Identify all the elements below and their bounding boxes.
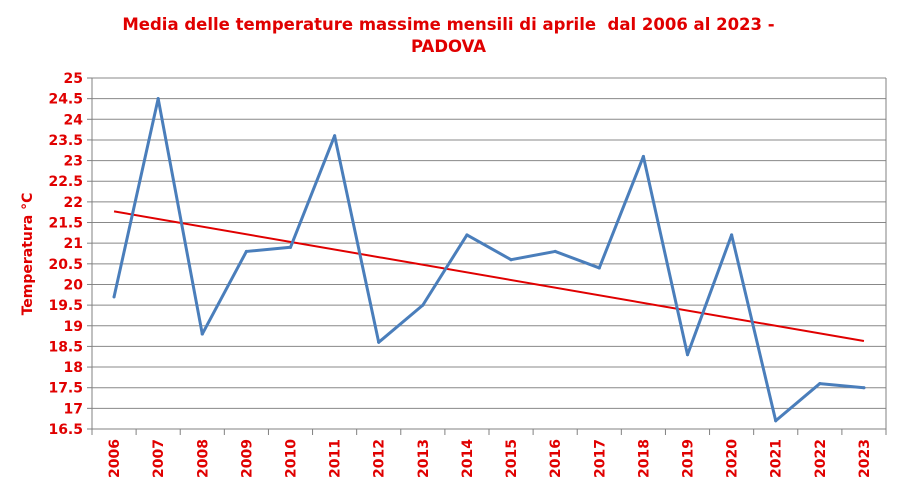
x-tick-label-2012: 2012 (372, 439, 388, 477)
x-tick-label-2011: 2011 (328, 439, 344, 477)
chart-title-line-1: Media delle temperature massime mensili … (122, 15, 775, 34)
y-tick-label-17: 17 (64, 401, 83, 417)
x-tick-label-2006: 2006 (107, 439, 123, 477)
y-tick-label-22.5: 22.5 (48, 174, 83, 190)
x-tick-label-2023: 2023 (857, 439, 873, 477)
data-point-2022 (818, 382, 822, 386)
y-axis-ticks: 16.5 17 17.5 18 18.5 19 19.5 20 20.5 21 21.5 22 22.5… (48, 71, 83, 438)
data-point-2021 (774, 419, 778, 423)
y-tick-label-23.5: 23.5 (48, 133, 83, 149)
x-tick-label-2019: 2019 (681, 439, 697, 477)
data-point-2023 (862, 386, 866, 390)
y-tick-label-24: 24 (64, 112, 84, 128)
data-point-2020 (730, 233, 734, 237)
x-tick-label-2016: 2016 (548, 439, 564, 477)
y-tick-label-20.5: 20.5 (48, 257, 83, 273)
y-tick-label-18: 18 (64, 360, 83, 376)
gridlines (92, 77, 886, 430)
series-segment-2014-2015 (465, 233, 513, 262)
data-point-2016 (553, 249, 557, 253)
series-segment-2011-2012 (333, 134, 381, 344)
series-segment-2021-2022 (774, 382, 822, 423)
y-tick-label-21: 21 (64, 236, 83, 252)
series-segment-2019-2020 (686, 233, 734, 357)
series-segment-2020-2021 (730, 233, 778, 423)
x-tick-label-2021: 2021 (769, 439, 785, 477)
y-tick-label-19.5: 19.5 (48, 298, 83, 314)
x-tick-label-2022: 2022 (813, 439, 829, 477)
series-group (112, 97, 866, 423)
x-tick-label-2020: 2020 (725, 439, 741, 477)
series-segment-2022-2023 (818, 382, 866, 390)
x-tick-label-2010: 2010 (284, 439, 300, 477)
y-tick-label-23: 23 (64, 154, 83, 170)
data-point-2014 (465, 233, 469, 237)
series-segment-2015-2016 (509, 249, 557, 262)
x-tick-label-2008: 2008 (195, 439, 211, 477)
data-point-2008 (200, 332, 204, 336)
y-tick-label-17.5: 17.5 (48, 381, 83, 397)
series-segment-2007-2008 (156, 97, 204, 336)
data-point-2018 (641, 154, 645, 158)
x-axis-ticks: 2006 2007 2008 2009 2010 2011 2012 2013 2014 2015… (107, 439, 873, 477)
series-segment-2008-2009 (200, 249, 248, 336)
x-tick-label-2013: 2013 (416, 439, 432, 477)
data-point-2009 (244, 249, 248, 253)
data-point-2012 (377, 340, 381, 344)
series-segment-2016-2017 (553, 249, 601, 270)
x-tick-label-2009: 2009 (239, 439, 255, 477)
chart-title: Media delle temperature massime mensili … (0, 14, 897, 58)
data-point-2007 (156, 97, 160, 101)
x-tick-label-2018: 2018 (636, 439, 652, 477)
data-point-2013 (421, 303, 425, 307)
series-segment-2018-2019 (641, 154, 689, 357)
data-point-2011 (333, 134, 337, 138)
series-segment-2013-2014 (421, 233, 469, 307)
y-tick-label-21.5: 21.5 (48, 216, 83, 232)
y-axis-label: Temperatura °C (20, 193, 36, 316)
data-point-2006 (112, 295, 116, 299)
y-tick-label-22: 22 (64, 195, 83, 211)
trendline (113, 210, 865, 343)
x-tick-label-2015: 2015 (504, 439, 520, 477)
chart-title-line-2: PADOVA (410, 37, 487, 56)
x-tick-label-2007: 2007 (151, 439, 167, 477)
y-tick-label-24.5: 24.5 (48, 92, 83, 108)
data-point-2015 (509, 258, 513, 262)
y-tick-label-19: 19 (64, 319, 83, 335)
x-tick-label-2017: 2017 (592, 439, 608, 477)
y-tick-label-18.5: 18.5 (48, 339, 83, 355)
data-point-2010 (289, 245, 292, 249)
data-point-2017 (597, 266, 601, 270)
trendline-group (113, 210, 865, 343)
series-segment-2012-2013 (377, 303, 425, 344)
series-segment-2017-2018 (597, 154, 645, 270)
series-segment-2010-2011 (289, 134, 337, 249)
axes (87, 77, 887, 435)
y-tick-label-25: 25 (64, 71, 83, 87)
y-tick-label-20: 20 (64, 277, 84, 293)
y-tick-label-16.5: 16.5 (48, 422, 83, 438)
data-point-2019 (686, 353, 689, 357)
series-segment-2006-2007 (112, 97, 160, 299)
x-tick-label-2014: 2014 (460, 439, 476, 477)
series-segment-2009-2010 (244, 245, 292, 253)
